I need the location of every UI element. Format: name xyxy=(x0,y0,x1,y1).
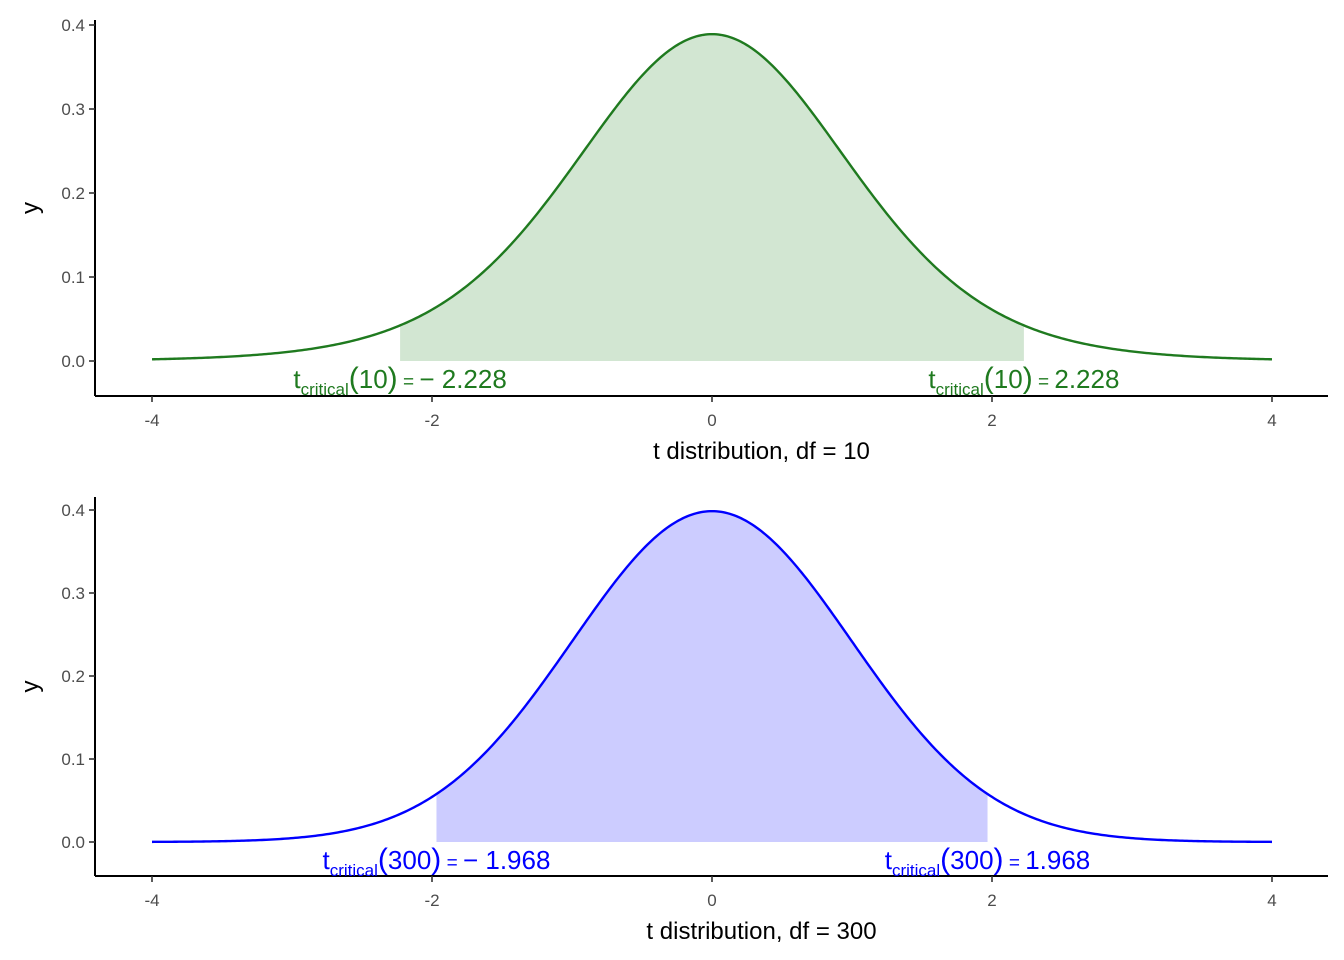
shaded-region xyxy=(436,511,988,842)
y-tick-label: 0.2 xyxy=(61,667,85,686)
critical-value-lower-label: tcritical(10) = − 2.228 xyxy=(293,362,506,399)
x-tick-label: 4 xyxy=(1267,891,1276,910)
y-axis-title: y xyxy=(17,681,44,693)
x-axis-title: t distribution, df = 10 xyxy=(653,438,870,465)
y-tick-label: 0.3 xyxy=(61,100,85,119)
y-tick-label: 0.2 xyxy=(61,184,85,203)
density-curve xyxy=(151,32,1273,361)
x-axis-title: t distribution, df = 300 xyxy=(646,918,876,945)
panel-df-10: 0.0 0.1 0.2 0.3 0.4 -4 -2 0 2 4 t distribution, df… xyxy=(17,16,1328,465)
x-tick-label: 4 xyxy=(1267,411,1276,430)
y-tick-label: 0.0 xyxy=(61,352,85,371)
critical-value-upper-label: tcritical(300) = 1.968 xyxy=(885,843,1091,880)
shaded-region xyxy=(400,34,1024,362)
x-tick-label: 0 xyxy=(707,891,716,910)
x-tick-label: -2 xyxy=(424,411,439,430)
x-tick-label: -4 xyxy=(144,891,159,910)
x-tick-label: 2 xyxy=(987,891,996,910)
x-tick-label: 0 xyxy=(707,411,716,430)
x-tick-label: -4 xyxy=(144,411,159,430)
critical-value-upper-label: tcritical(10) = 2.228 xyxy=(928,362,1119,399)
panel-df-300: 0.0 0.1 0.2 0.3 0.4 -4 -2 0 2 4 t distribution, df… xyxy=(17,497,1328,945)
y-tick-label: 0.4 xyxy=(61,501,85,520)
density-curve xyxy=(151,509,1273,844)
y-axis-title: y xyxy=(17,202,44,214)
y-tick-label: 0.1 xyxy=(61,268,85,287)
y-tick-label: 0.0 xyxy=(61,833,85,852)
y-tick-label: 0.1 xyxy=(61,750,85,769)
critical-value-lower-label: tcritical(300) = − 1.968 xyxy=(323,843,551,880)
y-tick-label: 0.4 xyxy=(61,16,85,35)
x-tick-label: -2 xyxy=(424,891,439,910)
y-tick-label: 0.3 xyxy=(61,584,85,603)
x-tick-label: 2 xyxy=(987,411,996,430)
